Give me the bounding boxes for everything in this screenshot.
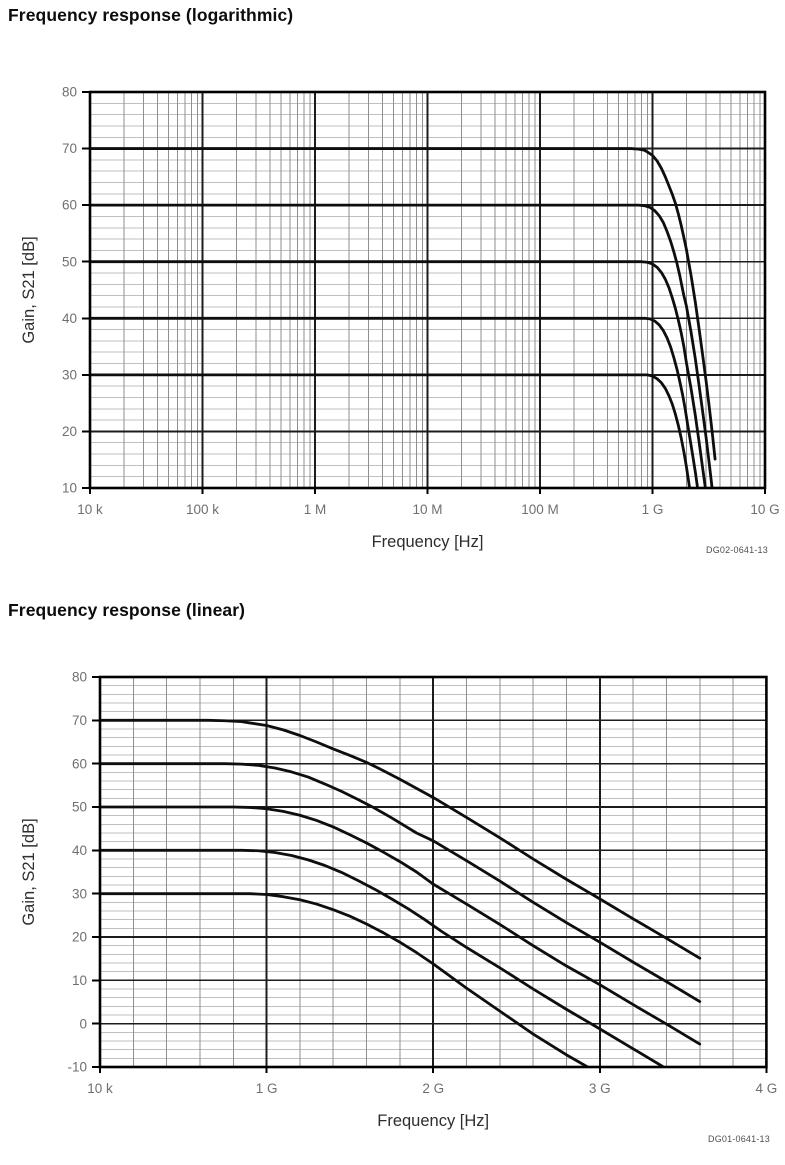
x-axis-title: Frequency [Hz] (372, 533, 484, 551)
chart-linear: -10 0 10 20 30 40 50 60 70 80 10 k 1 G 2 G 3 G 4 G Freq… (20, 670, 777, 1130)
x-tick-label: 1 G (256, 1081, 278, 1096)
x-tick-label: 3 G (589, 1081, 611, 1096)
minor-grid-vertical (123, 92, 761, 488)
y-tick-label: 70 (72, 713, 87, 728)
y-tick-label: 0 (79, 1016, 87, 1031)
x-tick-label: 1 G (642, 502, 664, 517)
y-axis-title: Gain, S21 [dB] (20, 818, 38, 925)
gain-curve-50dB (100, 805, 702, 1046)
y-tick-label: 10 (62, 481, 77, 496)
y-tick-label: 60 (72, 756, 87, 771)
y-tick-label: 20 (72, 930, 87, 945)
chart-log: 10 20 30 40 50 60 70 80 10 k 100 k 1 M 10 M 100 M 1 G… (20, 85, 780, 551)
x-tick-label: 10 k (77, 502, 103, 517)
x-tick-label: 2 G (422, 1081, 444, 1096)
figure-code-linear: DG01-0641-13 (708, 1134, 770, 1144)
axis-ticks (92, 676, 768, 1073)
x-tick-label: 10 G (750, 502, 779, 517)
y-tick-label: 70 (62, 141, 77, 156)
chart-title-logarithmic: Frequency response (logarithmic) (8, 5, 294, 25)
x-tick-label: 100 M (521, 502, 559, 517)
y-tick-label: 10 (72, 973, 87, 988)
y-tick-label: 30 (72, 886, 87, 901)
x-tick-label: 10 M (412, 502, 442, 517)
axis-ticks (82, 91, 766, 494)
gain-curves (90, 147, 717, 488)
y-tick-label: 40 (72, 843, 87, 858)
x-axis-title: Frequency [Hz] (377, 1112, 489, 1130)
major-grid (100, 677, 767, 1067)
y-tick-label: 60 (62, 198, 77, 213)
y-tick-label: -10 (67, 1060, 87, 1075)
gain-curves (100, 718, 702, 1067)
gain-curve-70dB (90, 147, 717, 461)
figure-code-logarithmic: DG02-0641-13 (706, 545, 768, 555)
y-tick-label: 50 (72, 800, 87, 815)
y-tick-label: 40 (62, 311, 77, 326)
x-tick-label: 10 k (87, 1081, 113, 1096)
y-axis-title: Gain, S21 [dB] (20, 236, 38, 343)
chart-title-linear: Frequency response (linear) (8, 600, 246, 620)
gain-curve-70dB (100, 718, 702, 960)
x-tick-label: 100 k (186, 502, 219, 517)
x-tick-label: 4 G (756, 1081, 778, 1096)
gain-curve-40dB (90, 316, 699, 488)
y-tick-label: 80 (62, 85, 77, 100)
y-tick-label: 50 (62, 254, 77, 269)
gain-curve-50dB (90, 260, 707, 488)
y-tick-label: 80 (72, 670, 87, 685)
gain-curve-60dB (100, 762, 702, 1003)
gain-curve-30dB (90, 373, 691, 488)
gain-curve-60dB (90, 203, 714, 488)
gain-curve-30dB (100, 892, 591, 1067)
gain-curve-40dB (100, 848, 667, 1067)
y-tick-label: 20 (62, 424, 77, 439)
y-tick-label: 30 (62, 367, 77, 382)
x-tick-label: 1 M (304, 502, 327, 517)
